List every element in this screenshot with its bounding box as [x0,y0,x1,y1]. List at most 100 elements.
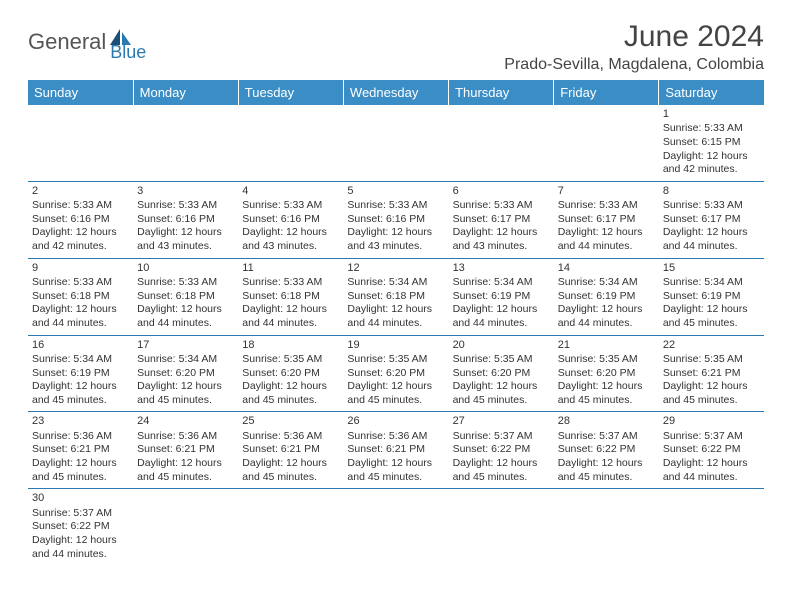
calendar-day-cell: 8Sunrise: 5:33 AMSunset: 6:17 PMDaylight… [659,181,764,258]
calendar-day-cell: 30Sunrise: 5:37 AMSunset: 6:22 PMDayligh… [28,489,133,565]
day-detail-line: Daylight: 12 hours [32,457,129,471]
day-detail-line: Daylight: 12 hours [558,457,655,471]
day-detail-line: Sunset: 6:18 PM [32,290,129,304]
day-detail-line: Sunrise: 5:35 AM [663,353,760,367]
day-detail-line: Sunset: 6:21 PM [137,443,234,457]
calendar-day-cell: 4Sunrise: 5:33 AMSunset: 6:16 PMDaylight… [238,181,343,258]
day-detail-line: Sunrise: 5:34 AM [137,353,234,367]
day-detail-line: Sunset: 6:17 PM [558,213,655,227]
calendar-day-cell: 22Sunrise: 5:35 AMSunset: 6:21 PMDayligh… [659,335,764,412]
day-detail-line: and 45 minutes. [137,394,234,408]
calendar-day-cell [343,105,448,181]
day-detail-line: Sunrise: 5:33 AM [453,199,550,213]
day-number: 20 [453,338,550,352]
day-detail-line: Daylight: 12 hours [137,303,234,317]
day-number: 25 [242,414,339,428]
day-detail-line: and 42 minutes. [663,163,760,177]
day-detail-line: Sunset: 6:21 PM [347,443,444,457]
day-detail-line: Daylight: 12 hours [242,226,339,240]
day-detail-line: Sunset: 6:16 PM [137,213,234,227]
day-detail-line: and 44 minutes. [558,240,655,254]
day-detail-line: Sunrise: 5:34 AM [347,276,444,290]
day-number: 8 [663,184,760,198]
calendar-day-cell: 9Sunrise: 5:33 AMSunset: 6:18 PMDaylight… [28,258,133,335]
logo-text-general: General [28,29,106,55]
day-detail-line: Sunset: 6:20 PM [242,367,339,381]
day-detail-line: and 44 minutes. [558,317,655,331]
day-number: 12 [347,261,444,275]
day-detail-line: Daylight: 12 hours [347,226,444,240]
calendar-week-row: 9Sunrise: 5:33 AMSunset: 6:18 PMDaylight… [28,258,764,335]
day-detail-line: and 45 minutes. [32,394,129,408]
day-detail-line: Sunrise: 5:35 AM [347,353,444,367]
day-detail-line: Daylight: 12 hours [137,380,234,394]
day-number: 21 [558,338,655,352]
day-detail-line: Sunrise: 5:33 AM [137,199,234,213]
day-number: 28 [558,414,655,428]
day-number: 10 [137,261,234,275]
calendar-day-cell: 2Sunrise: 5:33 AMSunset: 6:16 PMDaylight… [28,181,133,258]
day-detail-line: Sunrise: 5:36 AM [347,430,444,444]
day-detail-line: Daylight: 12 hours [32,380,129,394]
calendar-table: SundayMondayTuesdayWednesdayThursdayFrid… [28,80,764,565]
day-number: 26 [347,414,444,428]
calendar-day-cell: 1Sunrise: 5:33 AMSunset: 6:15 PMDaylight… [659,105,764,181]
day-detail-line: Daylight: 12 hours [32,534,129,548]
day-detail-line: Sunset: 6:19 PM [663,290,760,304]
calendar-day-cell: 19Sunrise: 5:35 AMSunset: 6:20 PMDayligh… [343,335,448,412]
day-detail-line: Sunrise: 5:33 AM [32,276,129,290]
day-number: 22 [663,338,760,352]
calendar-day-cell: 29Sunrise: 5:37 AMSunset: 6:22 PMDayligh… [659,412,764,489]
calendar-week-row: 30Sunrise: 5:37 AMSunset: 6:22 PMDayligh… [28,489,764,565]
day-detail-line: Sunrise: 5:37 AM [558,430,655,444]
day-detail-line: Daylight: 12 hours [242,303,339,317]
day-detail-line: Daylight: 12 hours [663,226,760,240]
day-detail-line: Daylight: 12 hours [663,457,760,471]
day-detail-line: Sunset: 6:22 PM [32,520,129,534]
calendar-day-cell: 27Sunrise: 5:37 AMSunset: 6:22 PMDayligh… [449,412,554,489]
day-detail-line: and 44 minutes. [137,317,234,331]
day-detail-line: and 45 minutes. [453,394,550,408]
day-detail-line: Sunset: 6:21 PM [32,443,129,457]
day-detail-line: Daylight: 12 hours [558,226,655,240]
day-number: 27 [453,414,550,428]
day-detail-line: Sunset: 6:21 PM [242,443,339,457]
day-detail-line: Sunset: 6:20 PM [347,367,444,381]
logo-text-blue: Blue [110,42,146,63]
day-detail-line: Sunrise: 5:34 AM [558,276,655,290]
day-detail-line: Sunrise: 5:33 AM [242,276,339,290]
day-detail-line: and 45 minutes. [663,317,760,331]
day-detail-line: Sunrise: 5:34 AM [453,276,550,290]
calendar-day-cell [238,105,343,181]
day-number: 18 [242,338,339,352]
calendar-day-cell [238,489,343,565]
day-number: 2 [32,184,129,198]
calendar-day-cell: 28Sunrise: 5:37 AMSunset: 6:22 PMDayligh… [554,412,659,489]
day-detail-line: Daylight: 12 hours [32,303,129,317]
title-block: June 2024 Prado-Sevilla, Magdalena, Colo… [504,20,764,74]
day-detail-line: Sunset: 6:20 PM [453,367,550,381]
day-detail-line: and 44 minutes. [663,240,760,254]
day-detail-line: Sunset: 6:15 PM [663,136,760,150]
calendar-day-cell [554,105,659,181]
day-detail-line: Sunrise: 5:35 AM [242,353,339,367]
calendar-day-cell [28,105,133,181]
day-detail-line: Sunset: 6:17 PM [663,213,760,227]
day-detail-line: and 45 minutes. [347,471,444,485]
day-number: 13 [453,261,550,275]
day-detail-line: Sunrise: 5:37 AM [453,430,550,444]
day-detail-line: and 45 minutes. [32,471,129,485]
day-detail-line: and 43 minutes. [242,240,339,254]
day-detail-line: Sunrise: 5:33 AM [242,199,339,213]
day-detail-line: Sunset: 6:21 PM [663,367,760,381]
day-number: 9 [32,261,129,275]
day-detail-line: Daylight: 12 hours [453,380,550,394]
day-detail-line: Daylight: 12 hours [137,226,234,240]
calendar-day-cell: 5Sunrise: 5:33 AMSunset: 6:16 PMDaylight… [343,181,448,258]
day-detail-line: Sunset: 6:17 PM [453,213,550,227]
day-detail-line: Sunrise: 5:36 AM [32,430,129,444]
day-number: 14 [558,261,655,275]
calendar-day-cell: 23Sunrise: 5:36 AMSunset: 6:21 PMDayligh… [28,412,133,489]
day-detail-line: Sunset: 6:19 PM [558,290,655,304]
day-detail-line: Sunset: 6:18 PM [242,290,339,304]
